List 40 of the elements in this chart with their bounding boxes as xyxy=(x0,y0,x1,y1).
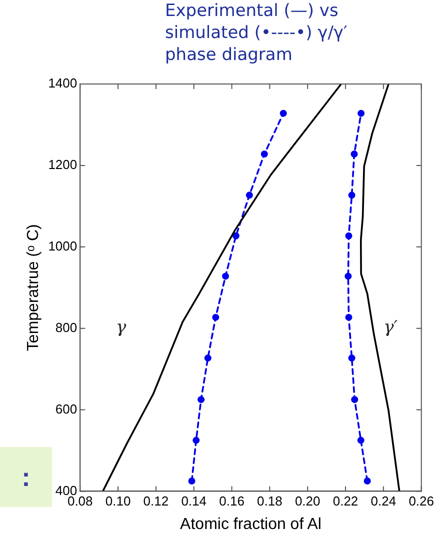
y-tick-label: 800 xyxy=(55,320,78,335)
point xyxy=(198,396,205,404)
chart-title: Experimental (—) vs simulated (•----•) γ/γ′ phase diagram xyxy=(165,0,348,66)
point xyxy=(364,478,371,485)
point xyxy=(280,110,287,117)
point xyxy=(246,192,253,199)
point xyxy=(188,478,196,485)
y-axis-title: Temperatrue (ᵒ C) xyxy=(25,224,42,352)
point xyxy=(350,150,358,158)
y-tick-label: 1400 xyxy=(48,76,78,91)
point xyxy=(351,396,358,404)
point xyxy=(204,354,212,362)
x-tick-label: 0.24 xyxy=(370,494,396,509)
annotation: γ xyxy=(116,318,127,338)
x-tick-label: 0.26 xyxy=(408,494,434,509)
y-tick-label: 1200 xyxy=(48,157,78,172)
y-tick-label: 600 xyxy=(55,401,78,416)
x-tick-label: 0.16 xyxy=(219,494,244,509)
y-tick-label: 1000 xyxy=(48,238,78,254)
point xyxy=(222,272,230,280)
point xyxy=(348,354,356,362)
x-tick-label: 0.22 xyxy=(332,494,358,509)
x-tick-label: 0.14 xyxy=(181,494,207,509)
x-axis-title: Atomic fraction of Al xyxy=(180,516,322,533)
point xyxy=(260,150,268,158)
point xyxy=(358,110,365,117)
x-tick-label: 0.10 xyxy=(105,494,131,509)
point xyxy=(232,232,240,240)
x-tick-label: 0.20 xyxy=(294,494,320,509)
point xyxy=(344,272,352,280)
point xyxy=(348,192,356,199)
annotation: γ′ xyxy=(384,318,398,338)
point xyxy=(345,232,352,240)
x-tick-label: 0.12 xyxy=(143,494,169,509)
x-tick-label: 0.18 xyxy=(257,494,282,509)
point xyxy=(345,314,352,321)
point xyxy=(192,436,200,444)
point xyxy=(357,436,364,444)
point xyxy=(212,314,220,321)
side-panel: : xyxy=(0,447,52,507)
